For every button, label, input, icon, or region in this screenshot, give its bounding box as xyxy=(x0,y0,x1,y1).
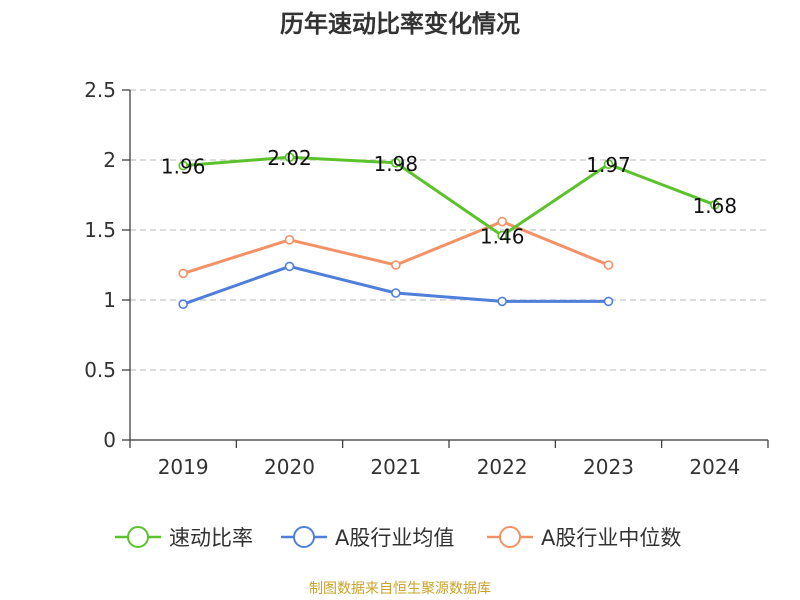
data-label: 1.46 xyxy=(480,225,525,249)
data-labels: 1.96 2.02 1.98 1.46 1.97 1.68 xyxy=(161,146,737,248)
data-point xyxy=(284,235,295,245)
y-tick-label: 1.5 xyxy=(84,218,116,242)
data-point xyxy=(178,299,188,310)
data-point xyxy=(603,296,614,307)
y-tick-label: 2 xyxy=(103,148,116,172)
data-point xyxy=(497,296,507,307)
data-point xyxy=(391,158,401,168)
series-lines xyxy=(178,152,720,310)
axes: 0 0.5 1 1.5 2 2.5 2019 2020 2021 2022 2023 2024 xyxy=(84,78,769,479)
y-tick-label: 2.5 xyxy=(84,78,116,102)
y-tick-label: 0 xyxy=(103,428,116,452)
x-tick-label: 2022 xyxy=(477,455,528,479)
data-point xyxy=(497,216,507,227)
data-point xyxy=(710,200,720,210)
legend-label: A股行业中位数 xyxy=(541,526,681,550)
data-label: 1.98 xyxy=(374,152,419,176)
legend-marker xyxy=(499,526,521,548)
x-tick-label: 2024 xyxy=(689,455,740,479)
x-tick-label: 2021 xyxy=(370,455,421,479)
legend-label: 速动比率 xyxy=(169,526,253,550)
chart-title: 历年速动比率变化情况 xyxy=(280,10,520,38)
legend-item[interactable]: 速动比率 xyxy=(115,526,253,550)
data-point xyxy=(391,288,401,298)
legend-item[interactable]: A股行业均值 xyxy=(281,526,454,550)
data-point xyxy=(391,260,401,270)
x-tick-label: 2020 xyxy=(264,455,315,479)
y-tick-label: 1 xyxy=(103,288,116,312)
legend-marker xyxy=(293,526,315,548)
y-tick-label: 0.5 xyxy=(84,358,116,382)
data-label: 2.02 xyxy=(267,146,312,170)
series-line xyxy=(182,264,609,306)
data-label: 1.68 xyxy=(693,194,738,218)
legend-item[interactable]: A股行业中位数 xyxy=(487,526,681,550)
data-label: 1.96 xyxy=(161,155,206,179)
data-point xyxy=(603,159,614,169)
legend[interactable]: 速动比率 A股行业均值 A股行业中位数 xyxy=(115,526,681,550)
data-point xyxy=(284,152,295,162)
data-label: 1.97 xyxy=(586,153,631,177)
series-line xyxy=(183,155,716,238)
grid-lines xyxy=(130,89,768,371)
data-point xyxy=(178,160,188,171)
legend-marker xyxy=(127,526,149,548)
source-note: 制图数据来自恒生聚源数据库 xyxy=(309,581,491,597)
data-point xyxy=(497,230,507,241)
data-point xyxy=(603,260,614,270)
data-point xyxy=(284,261,295,272)
x-tick-label: 2023 xyxy=(583,455,634,479)
x-tick-label: 2019 xyxy=(158,455,209,479)
legend-label: A股行业均值 xyxy=(335,526,454,550)
data-point xyxy=(178,268,188,279)
